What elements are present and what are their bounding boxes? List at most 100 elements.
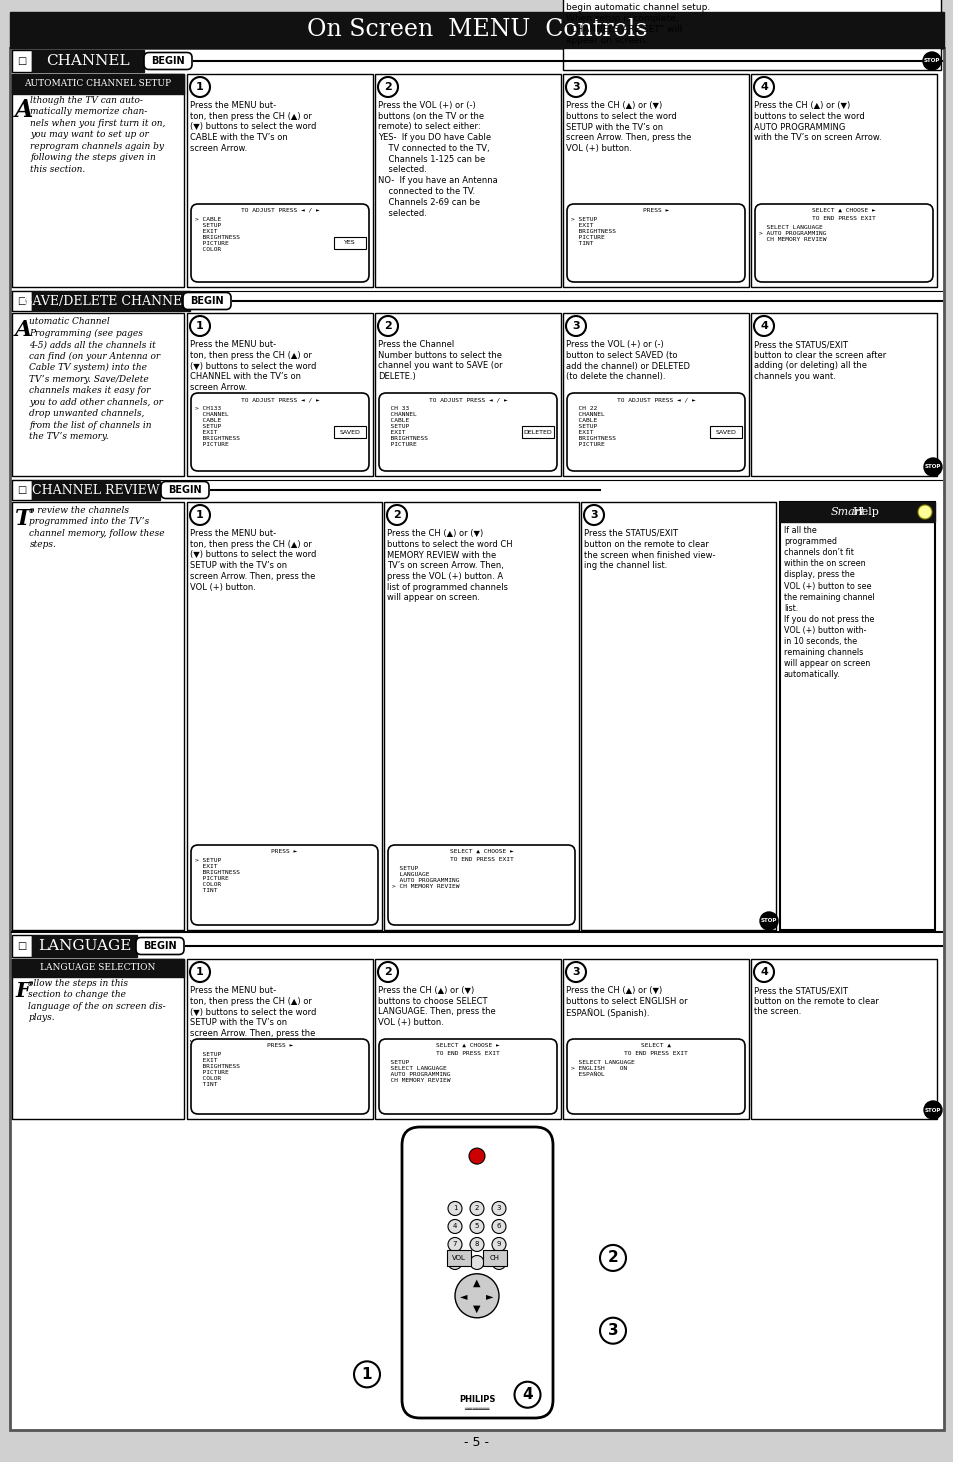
Text: SAVED: SAVED <box>339 430 360 434</box>
Text: SAVE/DELETE CHANNELS: SAVE/DELETE CHANNELS <box>24 294 198 307</box>
Text: SETUP
  EXIT
  BRIGHTNESS
  PICTURE
  COLOR
  TINT: SETUP EXIT BRIGHTNESS PICTURE COLOR TINT <box>194 1053 240 1088</box>
Circle shape <box>377 316 397 336</box>
Text: 2: 2 <box>393 510 400 520</box>
Text: Press the CH (▲) or (▼)
buttons to select the word
AUTO PROGRAMMING
with the TV’: Press the CH (▲) or (▼) buttons to selec… <box>753 101 881 142</box>
Text: Press the STATUS/EXIT
button on the remote to clear
the screen.: Press the STATUS/EXIT button on the remo… <box>753 985 878 1016</box>
Text: SELECT LANGUAGE
> ENGLISH    ON
  ESPAÑOL: SELECT LANGUAGE > ENGLISH ON ESPAÑOL <box>571 1060 634 1077</box>
Circle shape <box>448 1202 461 1215</box>
FancyBboxPatch shape <box>191 393 369 471</box>
Circle shape <box>923 53 940 70</box>
FancyBboxPatch shape <box>566 1039 744 1114</box>
Text: ollow the steps in this
section to change the
language of the on screen dis-
pla: ollow the steps in this section to chang… <box>29 980 166 1022</box>
Text: 9: 9 <box>497 1241 500 1247</box>
Circle shape <box>448 1237 461 1251</box>
Circle shape <box>565 316 585 336</box>
FancyBboxPatch shape <box>566 393 744 471</box>
FancyBboxPatch shape <box>388 845 575 925</box>
Text: ══════: ══════ <box>464 1405 489 1411</box>
Bar <box>32 936 137 958</box>
Text: Press the CH (▲) or (▼)
buttons to select ENGLISH or
ESPAÑOL (Spanish).: Press the CH (▲) or (▼) buttons to selec… <box>565 985 687 1018</box>
Text: 4: 4 <box>453 1224 456 1230</box>
Circle shape <box>492 1237 505 1251</box>
Text: 2: 2 <box>384 322 392 330</box>
Text: SAVED: SAVED <box>715 430 736 434</box>
Text: Press the CH (▲) or (▼)
buttons to select the word
SETUP with the TV’s on
screen: Press the CH (▲) or (▼) buttons to selec… <box>565 101 691 154</box>
FancyBboxPatch shape <box>754 205 932 282</box>
Text: 1: 1 <box>361 1367 372 1382</box>
Text: 5: 5 <box>475 1224 478 1230</box>
Text: AUTOMATIC CHANNEL SETUP: AUTOMATIC CHANNEL SETUP <box>25 79 172 89</box>
Bar <box>375 75 560 287</box>
Bar <box>12 959 184 977</box>
Text: > SETUP
  EXIT
  BRIGHTNESS
  PICTURE
  COLOR
  TINT: > SETUP EXIT BRIGHTNESS PICTURE COLOR TI… <box>194 858 240 893</box>
Bar <box>709 425 741 439</box>
Circle shape <box>565 77 585 96</box>
Bar <box>334 425 366 439</box>
FancyBboxPatch shape <box>183 292 231 310</box>
FancyBboxPatch shape <box>566 205 744 282</box>
Bar <box>750 959 936 1118</box>
Circle shape <box>190 77 210 96</box>
Bar <box>447 1250 471 1266</box>
Text: 2: 2 <box>475 1206 478 1212</box>
Text: 3: 3 <box>572 322 579 330</box>
Text: Press the VOL (+) or (-)
buttons (on the TV or the
remote) to select either:
YES: Press the VOL (+) or (-) buttons (on the… <box>377 101 497 218</box>
Circle shape <box>583 504 603 525</box>
Text: 2: 2 <box>384 966 392 977</box>
Circle shape <box>448 1256 461 1269</box>
Text: > SETUP
  EXIT
  BRIGHTNESS
  PICTURE
  TINT: > SETUP EXIT BRIGHTNESS PICTURE TINT <box>571 216 616 246</box>
Text: TO END PRESS EXIT: TO END PRESS EXIT <box>623 1051 687 1056</box>
FancyBboxPatch shape <box>378 1039 557 1114</box>
Text: Press the VOL (+) or (-)
button to select SAVED (to
add the channel) or DELETED
: Press the VOL (+) or (-) button to selec… <box>565 341 689 382</box>
Text: TO END PRESS EXIT: TO END PRESS EXIT <box>811 216 875 221</box>
Bar <box>562 75 748 287</box>
Circle shape <box>492 1219 505 1234</box>
Circle shape <box>599 1246 625 1270</box>
Text: 4: 4 <box>521 1387 533 1402</box>
Circle shape <box>599 1317 625 1344</box>
Text: BEGIN: BEGIN <box>143 942 176 950</box>
Text: STOP: STOP <box>923 1108 941 1113</box>
Bar <box>187 501 381 930</box>
Text: SELECT ▲ CHOOSE ►: SELECT ▲ CHOOSE ► <box>811 208 875 213</box>
Circle shape <box>377 962 397 982</box>
Text: □: □ <box>17 485 27 496</box>
Text: BEGIN: BEGIN <box>151 56 185 66</box>
Text: STOP: STOP <box>923 58 940 63</box>
Text: TO ADJUST PRESS ◄ / ►: TO ADJUST PRESS ◄ / ► <box>428 398 507 402</box>
Text: SELECT ▲: SELECT ▲ <box>640 1042 670 1048</box>
Text: > CH133
  CHANNEL
  CABLE
  SETUP
  EXIT
  BRIGHTNESS
  PICTURE: > CH133 CHANNEL CABLE SETUP EXIT BRIGHTN… <box>194 406 240 447</box>
Text: Press the MENU but-
ton, then press the CH (▲) or
(▼) buttons to select the word: Press the MENU but- ton, then press the … <box>190 341 316 392</box>
Text: 3: 3 <box>590 510 598 520</box>
Bar <box>32 480 160 500</box>
Text: A: A <box>15 98 33 121</box>
Circle shape <box>469 1148 484 1164</box>
Text: LANGUAGE SELECTION: LANGUAGE SELECTION <box>40 963 155 972</box>
FancyBboxPatch shape <box>144 53 192 70</box>
Circle shape <box>565 962 585 982</box>
Bar <box>780 501 934 930</box>
Text: 3: 3 <box>572 966 579 977</box>
Circle shape <box>448 1219 461 1234</box>
Bar <box>187 75 373 287</box>
Text: If all the
programmed
channels don’t fit
within the on screen
display, press the: If all the programmed channels don’t fit… <box>783 526 874 680</box>
Text: ▼: ▼ <box>473 1304 480 1314</box>
Text: SELECT LANGUAGE
> AUTO PROGRAMMING
  CH MEMORY REVIEW: SELECT LANGUAGE > AUTO PROGRAMMING CH ME… <box>759 225 825 243</box>
Text: SELECT ▲ CHOOSE ►: SELECT ▲ CHOOSE ► <box>449 849 513 854</box>
Text: DELETED: DELETED <box>523 430 552 434</box>
Bar <box>750 75 936 287</box>
Text: CHANNEL REVIEW: CHANNEL REVIEW <box>32 484 160 497</box>
Text: TO ADJUST PRESS ◄ / ►: TO ADJUST PRESS ◄ / ► <box>240 398 319 402</box>
Text: TO END PRESS EXIT: TO END PRESS EXIT <box>436 1051 499 1056</box>
Text: TO ADJUST PRESS ◄ / ►: TO ADJUST PRESS ◄ / ► <box>240 208 319 213</box>
Bar <box>12 75 184 94</box>
Bar <box>187 313 373 477</box>
Text: Press the MENU but-
ton, then press the CH (▲) or
(▼) buttons to select the word: Press the MENU but- ton, then press the … <box>190 985 316 1048</box>
Bar <box>187 959 373 1118</box>
Text: CH 33
  CHANNEL
  CABLE
  SETUP
  EXIT
  BRIGHTNESS
  PICTURE: CH 33 CHANNEL CABLE SETUP EXIT BRIGHTNES… <box>382 406 428 447</box>
Text: 7: 7 <box>453 1241 456 1247</box>
Bar <box>32 291 190 311</box>
Text: A: A <box>15 319 32 341</box>
FancyBboxPatch shape <box>401 1127 553 1418</box>
Circle shape <box>492 1202 505 1215</box>
